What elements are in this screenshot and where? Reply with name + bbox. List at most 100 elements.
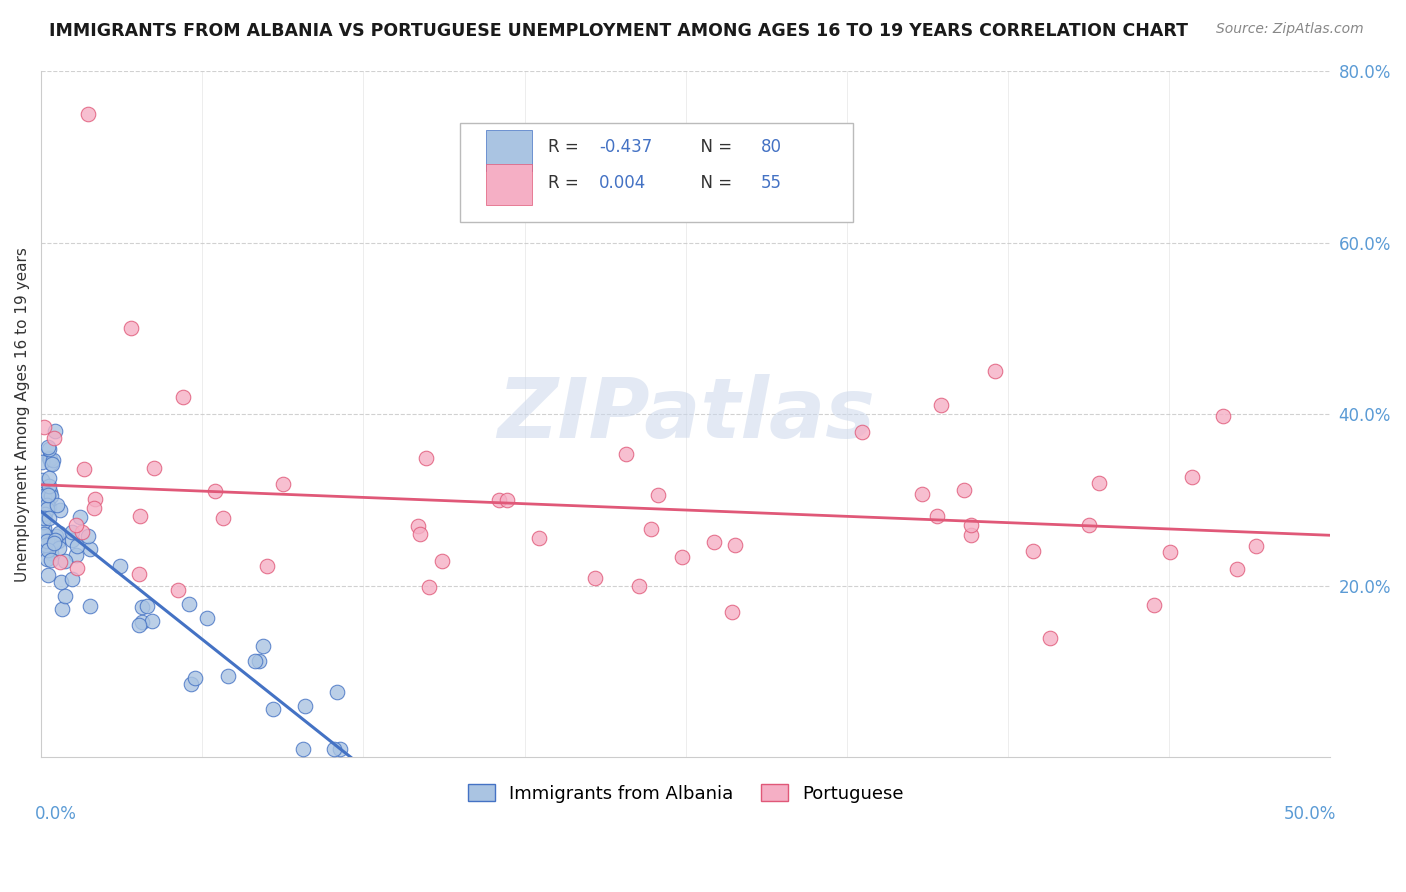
Point <box>41 457 63 471</box>
Point <box>322 741 344 756</box>
Point <box>46 534 69 549</box>
Point <box>38 541 60 556</box>
FancyBboxPatch shape <box>486 130 533 170</box>
Point <box>84 491 107 506</box>
Point <box>1246 539 1268 553</box>
Point <box>1212 409 1234 423</box>
Point <box>721 605 744 619</box>
Point <box>79 599 101 614</box>
Point <box>135 599 157 614</box>
Point <box>49 503 72 517</box>
Point <box>48 525 70 540</box>
Point <box>243 655 266 669</box>
Point <box>614 447 637 461</box>
Point <box>37 441 59 455</box>
Point <box>37 543 59 558</box>
Point <box>120 321 142 335</box>
Point <box>38 510 60 524</box>
Point <box>212 510 235 524</box>
Point <box>39 452 62 467</box>
Point <box>984 364 1007 378</box>
Point <box>172 390 194 404</box>
Point <box>329 741 352 756</box>
Point <box>129 509 152 524</box>
Point <box>131 599 153 614</box>
Point <box>76 107 98 121</box>
Point <box>294 699 316 714</box>
Point <box>262 702 284 716</box>
Point <box>53 554 76 568</box>
Point <box>49 575 72 590</box>
Point <box>910 487 932 501</box>
Point <box>42 453 65 467</box>
Point <box>34 495 56 509</box>
Point <box>65 549 87 563</box>
Text: -0.437: -0.437 <box>599 137 652 155</box>
Point <box>38 471 60 485</box>
Point <box>32 515 55 529</box>
Point <box>37 568 59 582</box>
Point <box>488 493 510 508</box>
Point <box>45 529 67 543</box>
Point <box>1181 470 1204 484</box>
Point <box>1078 517 1101 532</box>
Point <box>195 610 218 624</box>
Point <box>1143 599 1166 613</box>
Point <box>291 741 314 756</box>
Point <box>851 425 873 439</box>
Point <box>273 477 295 491</box>
Point <box>44 533 66 547</box>
Y-axis label: Unemployment Among Ages 16 to 19 years: Unemployment Among Ages 16 to 19 years <box>15 247 30 582</box>
Point <box>31 473 53 487</box>
Point <box>60 533 83 548</box>
Legend: Immigrants from Albania, Portuguese: Immigrants from Albania, Portuguese <box>461 777 911 810</box>
Point <box>42 536 65 550</box>
Point <box>31 524 53 538</box>
Text: R =: R = <box>548 174 583 192</box>
Point <box>583 571 606 585</box>
Point <box>35 498 58 512</box>
Point <box>48 541 70 556</box>
Point <box>927 509 949 524</box>
Point <box>247 654 270 668</box>
Point <box>960 518 983 533</box>
Point <box>415 450 437 465</box>
Text: 50.0%: 50.0% <box>1284 805 1337 823</box>
Point <box>1022 543 1045 558</box>
Point <box>32 521 55 535</box>
Point <box>51 602 73 616</box>
Point <box>496 492 519 507</box>
Point <box>252 639 274 653</box>
Point <box>128 617 150 632</box>
Point <box>34 499 56 513</box>
Point <box>929 398 952 412</box>
Point <box>79 541 101 556</box>
Point <box>77 529 100 543</box>
Point <box>432 554 454 568</box>
Point <box>65 518 87 533</box>
Text: R =: R = <box>548 137 583 155</box>
Point <box>32 420 55 434</box>
Point <box>184 671 207 685</box>
Point <box>703 535 725 549</box>
Text: N =: N = <box>689 137 737 155</box>
FancyBboxPatch shape <box>460 122 853 222</box>
Point <box>180 677 202 691</box>
Point <box>69 509 91 524</box>
Point <box>37 551 59 566</box>
Point <box>35 533 58 548</box>
Point <box>128 567 150 582</box>
Point <box>34 507 56 521</box>
Text: 80: 80 <box>761 137 782 155</box>
Point <box>39 456 62 470</box>
Point <box>31 455 53 469</box>
Text: ZIPatlas: ZIPatlas <box>496 374 875 455</box>
Point <box>44 431 66 445</box>
Point <box>177 597 200 611</box>
Text: 0.0%: 0.0% <box>35 805 76 823</box>
Point <box>143 461 166 475</box>
Point <box>39 546 62 560</box>
Point <box>1039 632 1062 646</box>
Point <box>38 442 60 457</box>
Point <box>953 483 976 497</box>
